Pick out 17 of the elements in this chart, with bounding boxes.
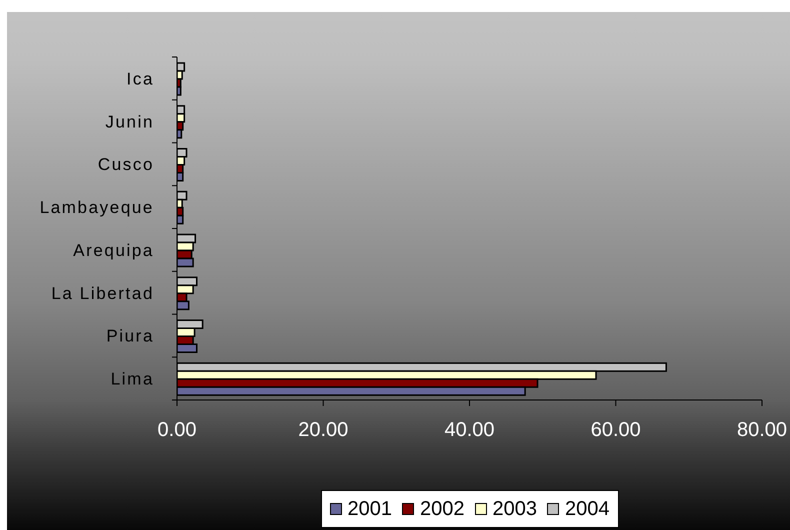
x-tick-label: 60.00 xyxy=(590,419,641,442)
y-tick-label: Arequipa xyxy=(73,240,154,260)
y-tick-label: Junin xyxy=(105,112,154,132)
y-tick-label: Ica xyxy=(126,69,154,88)
legend-label: 2003 xyxy=(492,497,537,522)
x-tick-label: 40.00 xyxy=(444,419,495,442)
legend-label: 2004 xyxy=(565,497,610,522)
x-tick-label: 20.00 xyxy=(298,419,348,442)
x-tick-label: 80.00 xyxy=(736,419,788,442)
x-tick-label: 0.00 xyxy=(158,419,196,442)
y-tick-label: Cusco xyxy=(98,155,154,174)
y-tick-label: Lima xyxy=(110,370,154,389)
legend-label: 2002 xyxy=(420,497,464,522)
y-tick-label: La Libertad xyxy=(51,284,154,303)
y-tick-label: Lambayeque xyxy=(40,198,154,218)
y-tick-label: Piura xyxy=(106,326,154,346)
legend-label: 2001 xyxy=(348,497,392,522)
